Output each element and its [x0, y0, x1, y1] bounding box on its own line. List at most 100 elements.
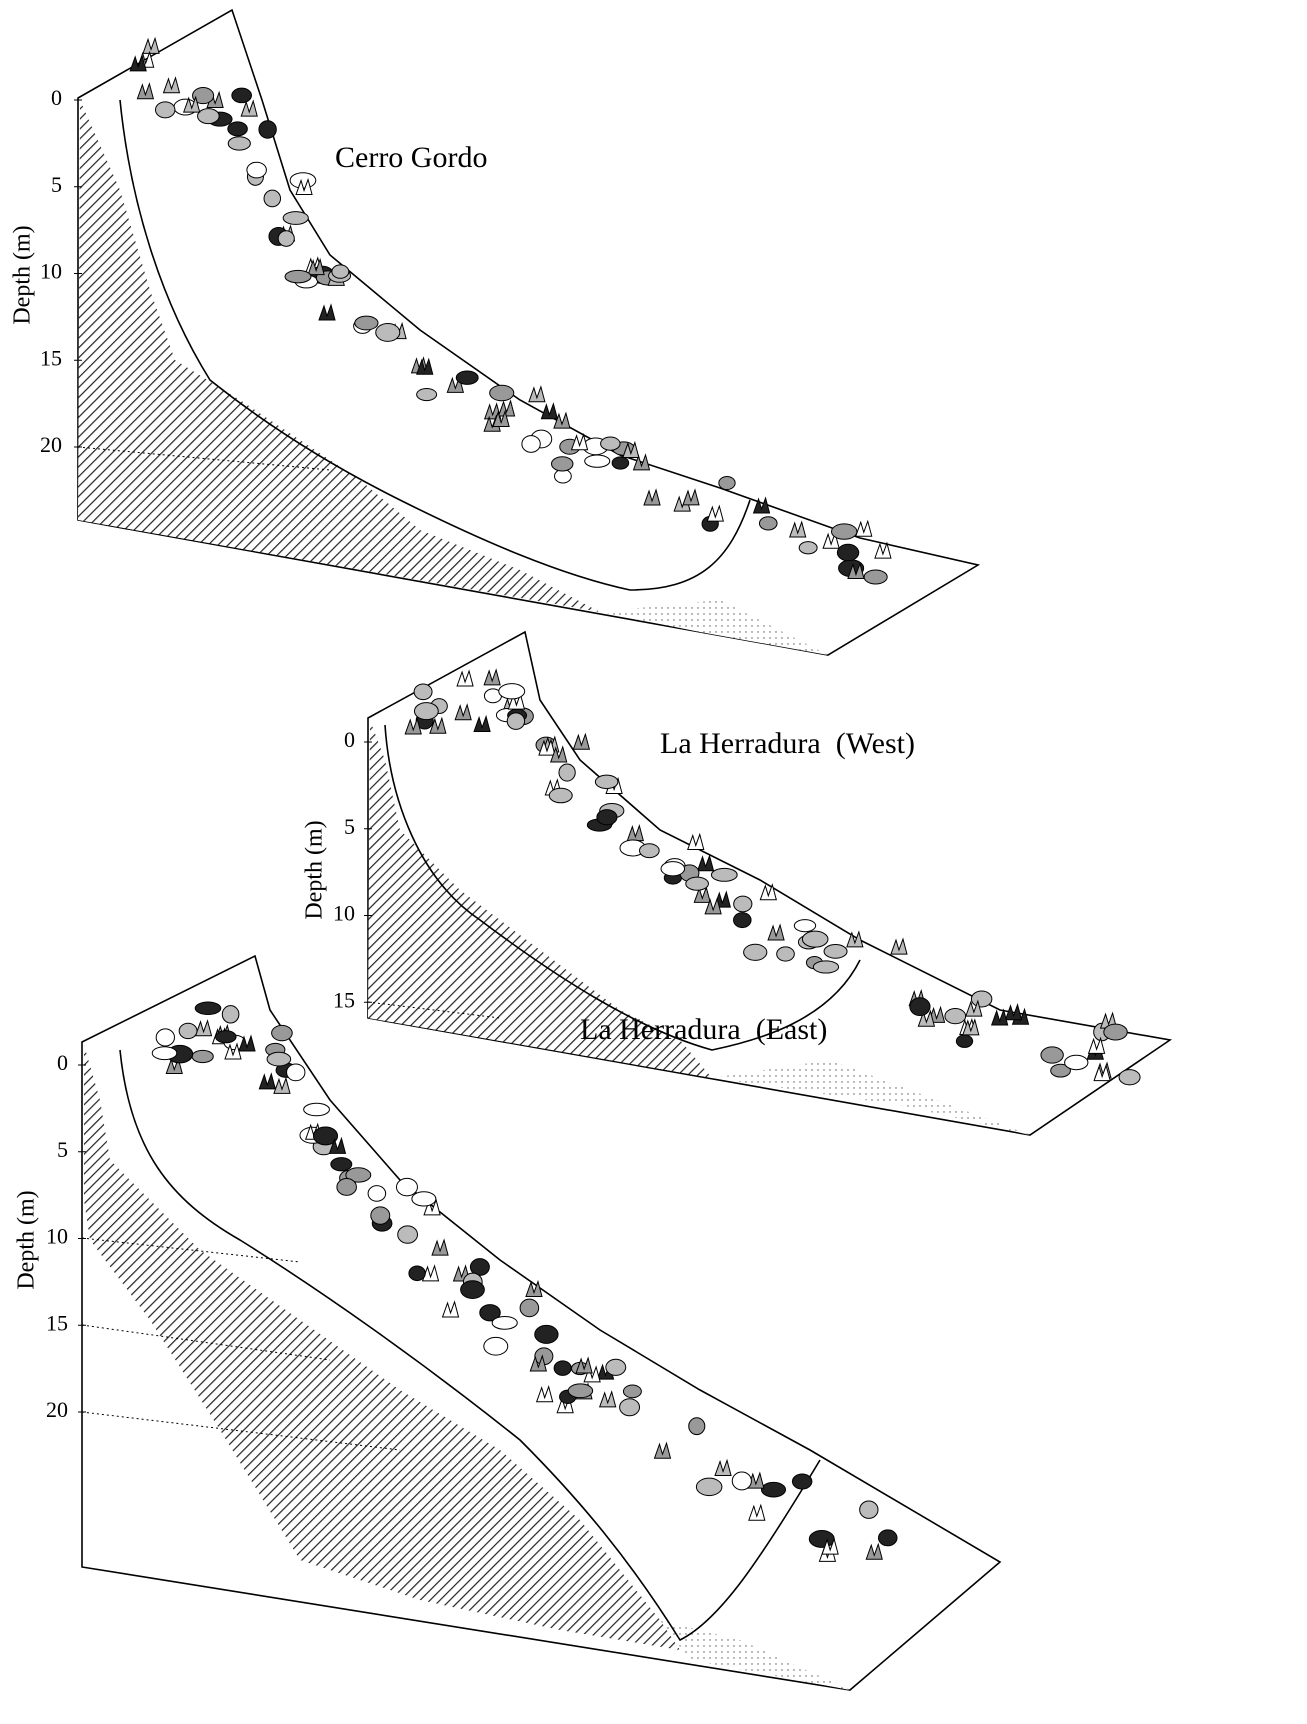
organism [227, 121, 248, 137]
y-tick-label: 15 [40, 345, 62, 370]
organism [798, 541, 818, 555]
organism [194, 1019, 213, 1037]
organism [1040, 1046, 1064, 1064]
organism [955, 1034, 974, 1048]
organism [483, 1336, 509, 1356]
organism [240, 99, 258, 117]
organism [521, 435, 541, 453]
organism [286, 1063, 306, 1082]
rock-wall [368, 720, 712, 1078]
organism [312, 1126, 339, 1146]
y-tick-label: 0 [57, 1050, 68, 1075]
organism [733, 912, 752, 929]
organism [789, 520, 807, 538]
organism [303, 1102, 330, 1117]
organism [558, 763, 576, 782]
panel-title: La Herradura (West) [660, 727, 915, 760]
organism [801, 930, 829, 948]
panel-labels: La Herradura (West) Depth (m) 0 5 10 15 [302, 727, 915, 1012]
organism [231, 87, 252, 104]
organism [808, 1530, 835, 1548]
organism [411, 1191, 437, 1207]
organism [752, 496, 771, 514]
organism [687, 832, 705, 850]
y-tick-label: 10 [40, 259, 62, 284]
sand [660, 1620, 850, 1690]
depth-line [77, 446, 331, 471]
organism [354, 315, 379, 331]
organism [473, 714, 491, 733]
organism [594, 774, 619, 790]
organism [759, 883, 777, 901]
organism [836, 543, 860, 562]
organism [695, 1477, 723, 1497]
organism [970, 990, 993, 1008]
organism [370, 1206, 391, 1225]
organism [909, 997, 931, 1017]
organism [479, 1304, 501, 1322]
organism [733, 895, 753, 913]
organism [345, 1167, 372, 1183]
organism [706, 504, 724, 522]
organism [682, 488, 700, 506]
organism [151, 1046, 178, 1061]
organism [855, 519, 873, 537]
organism [1093, 1063, 1111, 1082]
organism [492, 409, 510, 427]
organism [395, 1177, 418, 1197]
organism [553, 411, 571, 429]
organism [534, 1324, 559, 1344]
organism [136, 82, 155, 100]
organism [847, 561, 865, 580]
organism [643, 488, 661, 506]
organism [731, 1471, 752, 1491]
organism [570, 433, 589, 451]
sand [712, 1060, 1030, 1135]
organism [550, 745, 568, 763]
organism [748, 1503, 766, 1521]
y-tick-label: 20 [46, 1397, 68, 1422]
organism [575, 1356, 593, 1374]
y-axis-label: Depth (m) [10, 225, 36, 324]
organism [431, 1238, 449, 1256]
organism [859, 1500, 879, 1519]
organism [224, 1042, 242, 1060]
organism [460, 1280, 485, 1299]
organism [863, 569, 888, 585]
organism [454, 703, 472, 721]
y-tick-label: 20 [40, 432, 62, 457]
organism [605, 1358, 627, 1376]
organism [413, 683, 433, 701]
organism [525, 1279, 543, 1298]
organism [596, 809, 618, 826]
organism [498, 683, 526, 700]
organism [865, 1542, 883, 1560]
organism [791, 1473, 813, 1490]
organism [238, 1034, 256, 1052]
rock-wall [84, 1045, 680, 1650]
colonized-edge [119, 1049, 821, 1642]
organism [197, 108, 220, 125]
panel-title: La Herradura (East) [580, 1013, 827, 1046]
organism [890, 937, 908, 955]
organism [823, 944, 848, 959]
organism [632, 453, 651, 471]
organism [404, 717, 422, 735]
organism [812, 960, 840, 974]
organism [273, 1076, 291, 1094]
y-tick-label: 5 [51, 172, 62, 197]
panel-labels: La Herradura (East) Depth (m) 0 5 10 15 20 [14, 1013, 828, 1422]
organism [600, 436, 621, 451]
organism [155, 1028, 175, 1047]
organism [129, 54, 147, 72]
y-tick-label: 15 [46, 1310, 68, 1335]
organism [611, 456, 630, 470]
organism [965, 999, 983, 1017]
organism [710, 867, 738, 882]
organism [567, 1383, 594, 1399]
organism [548, 787, 573, 804]
organism [483, 668, 501, 686]
organism [1064, 1054, 1089, 1071]
organism [944, 1008, 967, 1025]
organism [318, 303, 336, 321]
